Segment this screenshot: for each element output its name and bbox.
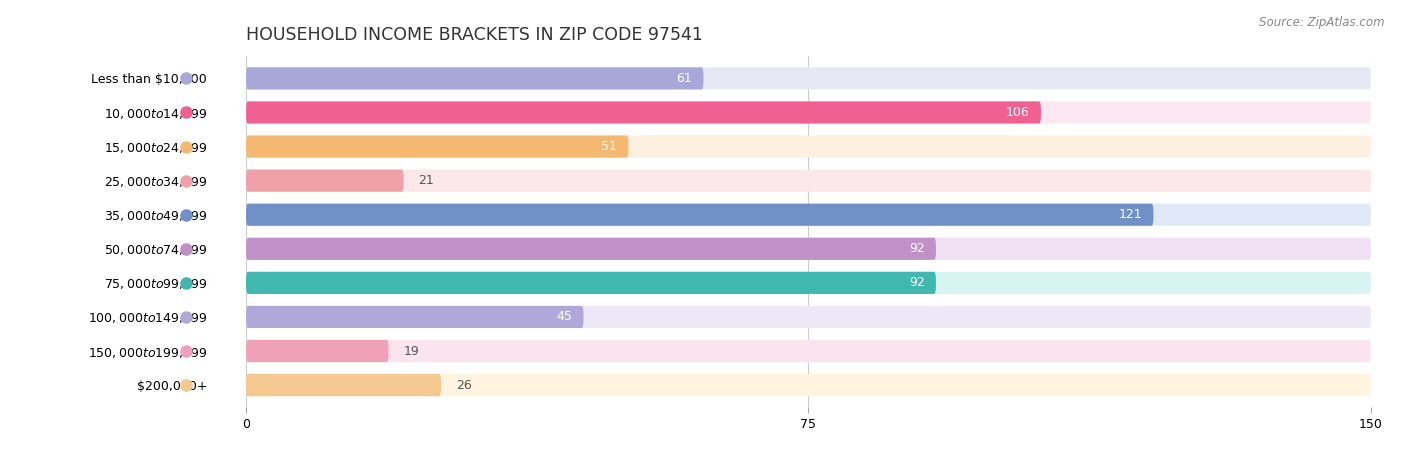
FancyBboxPatch shape <box>246 204 1153 226</box>
FancyBboxPatch shape <box>246 374 1371 396</box>
Text: Source: ZipAtlas.com: Source: ZipAtlas.com <box>1260 16 1385 29</box>
Text: 92: 92 <box>908 276 925 289</box>
FancyBboxPatch shape <box>246 374 441 396</box>
Text: 121: 121 <box>1119 208 1142 221</box>
Text: HOUSEHOLD INCOME BRACKETS IN ZIP CODE 97541: HOUSEHOLD INCOME BRACKETS IN ZIP CODE 97… <box>246 26 703 44</box>
FancyBboxPatch shape <box>246 306 583 328</box>
FancyBboxPatch shape <box>246 101 1040 124</box>
Text: 51: 51 <box>602 140 617 153</box>
Text: 106: 106 <box>1005 106 1029 119</box>
FancyBboxPatch shape <box>246 170 404 192</box>
FancyBboxPatch shape <box>246 68 703 90</box>
FancyBboxPatch shape <box>246 68 1371 90</box>
FancyBboxPatch shape <box>246 340 388 362</box>
Text: 92: 92 <box>908 242 925 255</box>
Text: 26: 26 <box>456 378 472 392</box>
Text: 61: 61 <box>676 72 692 85</box>
Text: 19: 19 <box>404 345 419 357</box>
Text: 45: 45 <box>557 310 572 324</box>
FancyBboxPatch shape <box>246 135 628 157</box>
FancyBboxPatch shape <box>246 306 1371 328</box>
FancyBboxPatch shape <box>246 101 1371 124</box>
FancyBboxPatch shape <box>246 238 1371 260</box>
FancyBboxPatch shape <box>246 272 1371 294</box>
FancyBboxPatch shape <box>246 204 1371 226</box>
FancyBboxPatch shape <box>246 135 1371 157</box>
FancyBboxPatch shape <box>246 238 936 260</box>
FancyBboxPatch shape <box>246 170 1371 192</box>
FancyBboxPatch shape <box>246 340 1371 362</box>
Text: 21: 21 <box>419 174 434 187</box>
FancyBboxPatch shape <box>246 272 936 294</box>
